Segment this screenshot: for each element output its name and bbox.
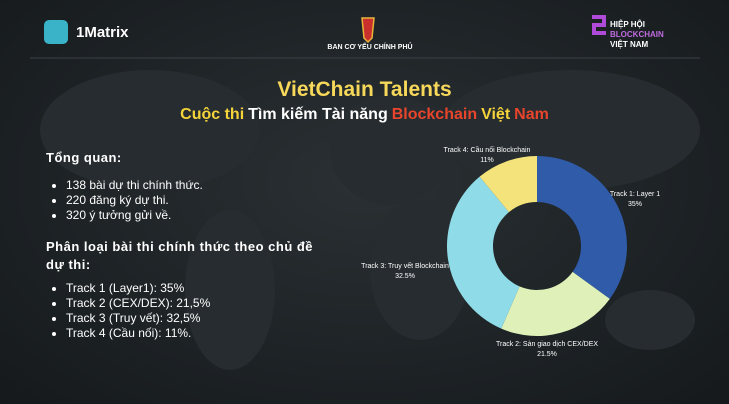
heading: Phân loại bài thi chính thức theo chủ đề… [46, 239, 314, 272]
list-item: Track 4 (Cầu nối): 11%. [66, 326, 210, 341]
subtitle-part: Cuộc thi [180, 106, 245, 123]
list: 138 bài dự thi chính thức.220 đăng ký dự… [46, 178, 203, 223]
logo-text: 1Matrix [76, 24, 129, 41]
segment-label: Track 1: Layer 1 [610, 191, 660, 198]
list: Track 1 (Layer1): 35%Track 2 (CEX/DEX): … [46, 281, 210, 341]
donut-segment [537, 156, 627, 299]
donut-segment [501, 271, 610, 336]
value-label: 35% [628, 201, 642, 208]
logo-text: HIỆP HỘI BLOCKCHAIN VIỆT NAM [610, 20, 664, 50]
list-item: Track 2 (CEX/DEX): 21,5% [66, 296, 210, 311]
subtitle-part: Nam [514, 106, 549, 123]
logo-line: BLOCKCHAIN [610, 30, 664, 39]
list-item: 220 đăng ký dự thi. [66, 193, 203, 208]
subtitle-part: Blockchain [391, 106, 478, 123]
logo-line: HIỆP HỘI [610, 20, 645, 29]
segment-label: Track 3: Truy vết Blockchain [361, 261, 449, 270]
heading: Tổng quan: [46, 150, 122, 165]
subtitle-part: Tìm kiếm Tài năng [248, 106, 388, 123]
map [40, 70, 700, 370]
subtitle-part: Việt [481, 106, 511, 123]
donut-segment [479, 156, 537, 213]
segment-label: Track 2: Sàn giao dịch CEX/DEX [496, 341, 598, 348]
segment-label: Track 4: Cầu nối Blockchain [444, 145, 531, 154]
donut-chart: Track 1: Layer 1 35% Track 2: Sàn giao dịc… [361, 145, 660, 358]
value-label: 11% [480, 157, 494, 164]
logo-line: VIỆT NAM [610, 40, 649, 49]
donut-segment [447, 176, 520, 329]
list-item: 138 bài dự thi chính thức. [66, 178, 203, 193]
title: VietChain Talents [277, 78, 452, 101]
list-item: Track 1 (Layer1): 35% [66, 281, 210, 296]
value-label: 21.5% [537, 351, 557, 358]
list-item: 320 ý tưởng gửi về. [66, 208, 203, 223]
logo-text: BAN CƠ YẾU CHÍNH PHỦ [327, 44, 413, 51]
list-item: Track 3 (Truy vết): 32,5% [66, 311, 210, 326]
value-label: 32.5% [395, 273, 415, 280]
subtitle: Cuộc thi Tìm kiếm Tài năng Blockchain Việt N… [0, 106, 729, 124]
